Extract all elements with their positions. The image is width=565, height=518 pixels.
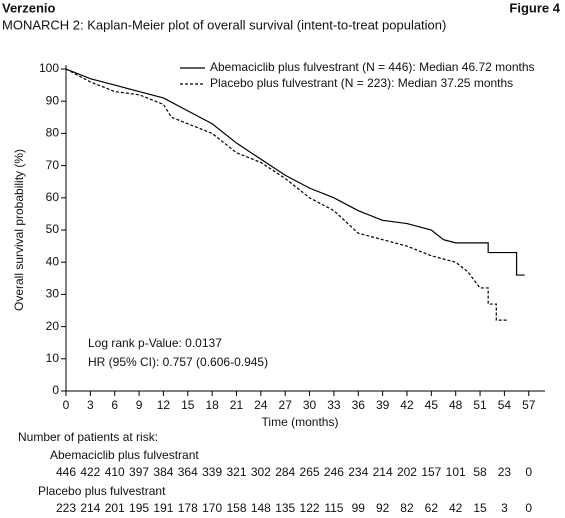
risk-count: 135 (275, 501, 295, 515)
risk-count: 157 (421, 465, 441, 479)
figure-label: Figure 4 (509, 0, 560, 15)
y-tick-label: 50 (46, 222, 60, 236)
x-tick-label: 48 (449, 398, 463, 412)
x-axis-label: Time (months) (262, 415, 339, 429)
risk-count: 214 (373, 465, 393, 479)
y-tick-label: 40 (46, 254, 60, 268)
x-tick-label: 0 (63, 398, 70, 412)
x-tick-label: 18 (205, 398, 219, 412)
x-tick-label: 54 (498, 398, 512, 412)
risk-count: 62 (425, 501, 439, 515)
risk-count: 223 (56, 501, 76, 515)
x-tick-label: 12 (157, 398, 171, 412)
y-tick-label: 10 (46, 351, 60, 365)
x-tick-label: 33 (327, 398, 341, 412)
risk-count: 158 (226, 501, 246, 515)
x-tick-label: 21 (230, 398, 244, 412)
risk-count: 302 (251, 465, 271, 479)
risk-table-title: Number of patients at risk: (18, 430, 158, 444)
annotation: Log rank p-Value: 0.0137 (88, 336, 222, 350)
legend-label: Placebo plus fulvestrant (N = 223): Medi… (210, 76, 513, 90)
risk-count: 446 (56, 465, 76, 479)
risk-count: 58 (473, 465, 487, 479)
risk-count: 234 (348, 465, 368, 479)
x-tick-label: 39 (376, 398, 390, 412)
survival-curve (65, 68, 525, 276)
x-tick-label: 15 (181, 398, 195, 412)
survival-curve (65, 68, 509, 321)
brand: Verzenio (2, 0, 56, 15)
risk-count: 214 (80, 501, 100, 515)
x-tick-label: 45 (425, 398, 439, 412)
risk-count: 178 (178, 501, 198, 515)
x-tick-label: 57 (522, 398, 536, 412)
risk-count: 42 (449, 501, 463, 515)
risk-count: 397 (129, 465, 149, 479)
x-tick-label: 30 (303, 398, 317, 412)
y-tick-label: 0 (52, 383, 59, 397)
x-tick-label: 42 (400, 398, 414, 412)
chart-title: MONARCH 2: Kaplan-Meier plot of overall … (2, 17, 446, 32)
risk-count: 115 (324, 501, 343, 515)
x-tick-label: 36 (352, 398, 366, 412)
x-tick-label: 9 (136, 398, 143, 412)
y-axis-label: Overall survival probability (%) (12, 149, 26, 311)
y-tick-label: 70 (46, 158, 60, 172)
x-tick-label: 24 (254, 398, 268, 412)
x-tick-label: 3 (87, 398, 94, 412)
risk-count: 15 (473, 501, 487, 515)
risk-count: 422 (80, 465, 100, 479)
y-tick-label: 90 (46, 93, 60, 107)
risk-count: 23 (498, 465, 512, 479)
x-tick-label: 27 (279, 398, 293, 412)
risk-count: 99 (352, 501, 366, 515)
risk-count: 0 (525, 465, 532, 479)
risk-count: 364 (178, 465, 198, 479)
risk-count: 195 (129, 501, 149, 515)
risk-count: 92 (376, 501, 390, 515)
risk-count: 265 (300, 465, 320, 479)
risk-count: 122 (300, 501, 320, 515)
risk-count: 3 (501, 501, 508, 515)
risk-group-label: Placebo plus fulvestrant (38, 484, 166, 498)
risk-count: 0 (525, 501, 532, 515)
risk-count: 82 (400, 501, 414, 515)
risk-group-label: Abemaciclib plus fulvestrant (50, 448, 199, 462)
y-tick-label: 20 (46, 319, 60, 333)
risk-count: 384 (153, 465, 173, 479)
risk-count: 339 (202, 465, 222, 479)
risk-count: 321 (226, 465, 246, 479)
y-tick-label: 80 (46, 126, 60, 140)
annotation: HR (95% CI): 0.757 (0.606-0.945) (88, 355, 268, 369)
y-tick-label: 100 (39, 61, 59, 75)
x-tick-label: 51 (473, 398, 487, 412)
risk-count: 410 (105, 465, 125, 479)
risk-count: 284 (275, 465, 295, 479)
risk-count: 101 (446, 465, 466, 479)
risk-count: 201 (105, 501, 125, 515)
risk-count: 202 (397, 465, 417, 479)
risk-count: 148 (251, 501, 271, 515)
legend-label: Abemaciclib plus fulvestrant (N = 446): … (210, 60, 535, 74)
risk-count: 170 (202, 501, 222, 515)
y-tick-label: 30 (46, 287, 60, 301)
y-tick-label: 60 (46, 190, 60, 204)
x-tick-label: 6 (111, 398, 118, 412)
risk-count: 246 (324, 465, 344, 479)
risk-count: 191 (153, 501, 173, 515)
